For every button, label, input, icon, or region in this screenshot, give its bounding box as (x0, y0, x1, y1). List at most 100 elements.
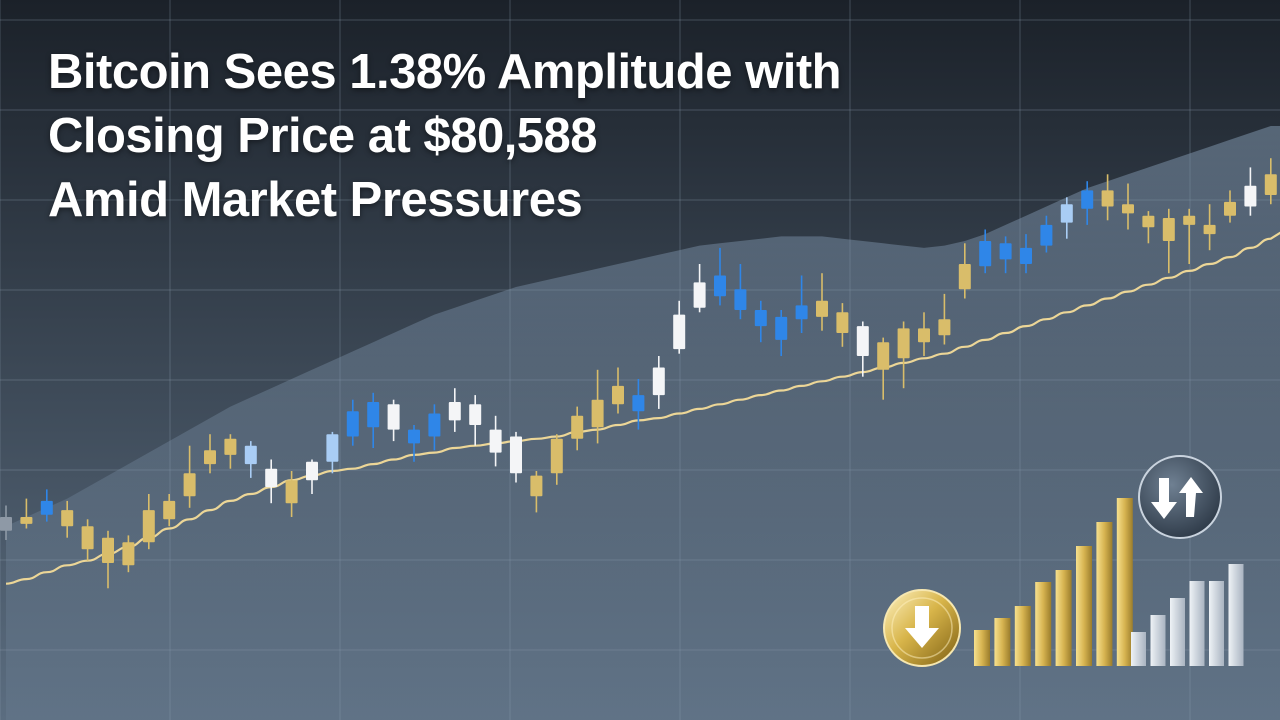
candle-body (163, 500, 176, 520)
candle (1081, 181, 1094, 225)
candle (591, 369, 604, 444)
headline: Bitcoin Sees 1.38% Amplitude with Closin… (48, 40, 842, 232)
candle-body (265, 468, 278, 488)
candle (1060, 197, 1073, 239)
candle-body (999, 243, 1012, 260)
volume-bar-gold (974, 630, 990, 666)
candle-body (877, 342, 890, 370)
candle-body (1183, 215, 1196, 225)
candle (999, 236, 1012, 274)
candle-body (326, 434, 339, 462)
candle-body (1162, 218, 1175, 241)
candle-body (856, 326, 869, 356)
candle-body (102, 537, 114, 563)
candle (183, 445, 196, 508)
candle-body (142, 510, 155, 543)
candle-body (510, 436, 522, 474)
candle-body (754, 310, 767, 327)
volume-bar-gold (994, 618, 1011, 666)
volume-bars-silver (1131, 564, 1244, 666)
candle-body (20, 517, 33, 524)
candle-body (1040, 224, 1053, 246)
candle-body (367, 402, 380, 428)
candle (142, 494, 155, 550)
candle (571, 406, 584, 451)
volume-bars-gold (974, 498, 1133, 666)
candle (816, 273, 828, 331)
candle (326, 431, 339, 474)
candle (428, 404, 441, 451)
candle-body (204, 450, 216, 465)
candle (489, 415, 502, 467)
candle-body (1244, 185, 1257, 207)
volume-bar-silver (1228, 564, 1244, 666)
headline-line-2: Closing Price at $80,588 (48, 109, 598, 163)
volume-bar-gold (1116, 498, 1133, 666)
headline-line-3: Amid Market Pressures (48, 173, 583, 227)
candle (1224, 190, 1236, 223)
candle-body (1142, 215, 1155, 228)
candle-body (632, 395, 645, 412)
candle (244, 441, 257, 478)
candle (408, 425, 420, 462)
candle-body (1203, 224, 1216, 235)
volume-bar-gold (1076, 546, 1092, 666)
candle-body (1264, 174, 1277, 195)
candle-body (244, 445, 257, 465)
candle (0, 505, 12, 540)
candle (1101, 174, 1114, 221)
candle-body (1122, 204, 1134, 214)
candle (1264, 158, 1277, 205)
volume-bar-silver (1189, 581, 1205, 666)
candle-body (1020, 247, 1032, 264)
candle (20, 498, 33, 529)
candle (448, 388, 461, 432)
candle-body (550, 438, 563, 474)
candle (856, 321, 869, 377)
candle-body (612, 385, 624, 405)
candle (734, 264, 747, 320)
candle-body (897, 328, 910, 359)
candle (775, 310, 788, 356)
candle (530, 471, 543, 513)
candle-body (448, 402, 461, 421)
candle-body (183, 473, 196, 497)
candle-body (469, 404, 482, 425)
candle (1203, 204, 1216, 251)
candle (469, 395, 482, 446)
candle (1020, 234, 1032, 274)
candle-body (40, 500, 53, 515)
candle-body (938, 319, 951, 336)
candle-body (408, 429, 420, 444)
candle-body (81, 526, 94, 550)
candle-body (1081, 190, 1094, 209)
candle-body (714, 275, 726, 297)
candle (224, 434, 237, 469)
candle-body (816, 300, 828, 317)
candle-body (673, 314, 686, 350)
candle (836, 303, 849, 347)
headline-line-1: Bitcoin Sees 1.38% Amplitude with (48, 45, 842, 99)
candlestick-series (0, 158, 1277, 589)
candle (938, 293, 951, 345)
candle (306, 459, 318, 494)
candle (918, 312, 930, 356)
volume-bar-gold (1096, 522, 1113, 666)
candle (285, 471, 298, 517)
candle (1183, 208, 1196, 264)
candle-body (571, 415, 584, 439)
candle-body (306, 461, 318, 481)
candle (958, 243, 971, 299)
down-arrow-icon (883, 589, 961, 667)
candle (1162, 208, 1175, 274)
candle (550, 434, 563, 485)
candle (1244, 167, 1257, 216)
volume-bar-gold (1055, 570, 1072, 666)
candle-body (693, 282, 706, 308)
candle (510, 431, 522, 483)
candle (1142, 211, 1155, 244)
candle (204, 434, 216, 474)
volume-bar-silver (1131, 632, 1146, 666)
candle-body (775, 316, 788, 340)
